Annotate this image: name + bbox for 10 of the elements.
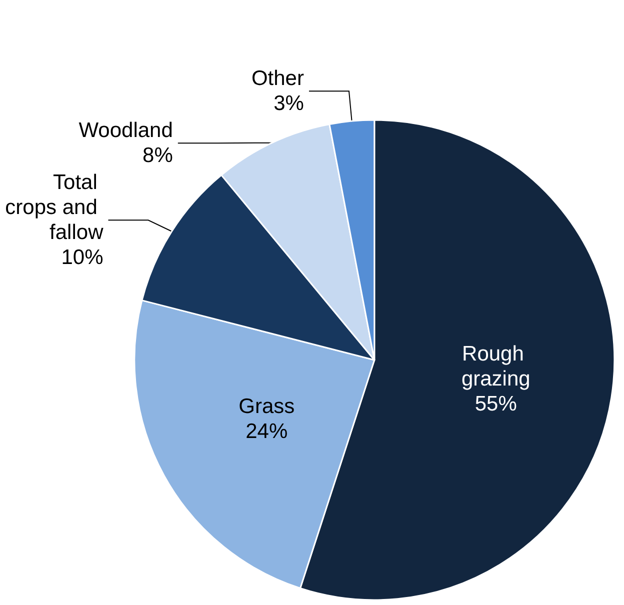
slice-label: Total crops and fallow: [5, 171, 104, 244]
data-label: 8%: [142, 144, 173, 168]
slice-label: Woodland: [78, 119, 173, 142]
slice-label: Rough grazing: [461, 342, 530, 391]
slice-label: Grass: [238, 395, 295, 418]
data-label: 24%: [246, 420, 288, 444]
data-label: 10%: [61, 246, 104, 270]
data-label: 3%: [274, 92, 304, 116]
slice-label: Other: [251, 67, 304, 90]
data-label: 55%: [474, 392, 517, 416]
